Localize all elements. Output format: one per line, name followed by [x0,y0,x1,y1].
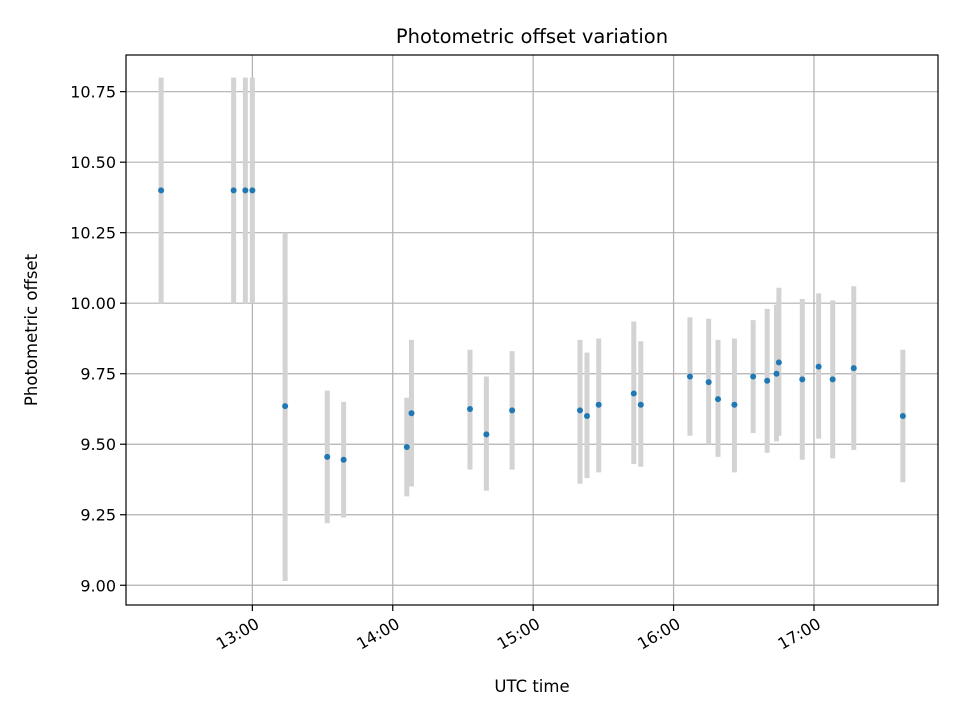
data-point [731,401,738,408]
data-point [829,376,836,383]
y-tick-label: 9.75 [80,365,116,384]
data-point [630,390,637,397]
data-point [324,453,331,460]
plot-frame [125,54,939,606]
data-points [158,187,906,463]
y-axis-ticks: 9.00 9.25 9.50 9.75 10.00 10.25 10.50 10.75 [70,83,126,595]
data-point [773,370,780,377]
data-point [850,365,857,372]
data-point [403,444,410,451]
data-point [230,187,237,194]
data-point [158,187,165,194]
data-point [764,377,771,384]
data-point [750,373,757,380]
y-tick-label: 10.75 [70,83,116,102]
y-tick-label: 10.25 [70,224,116,243]
data-point [637,401,644,408]
y-tick-label: 10.00 [70,294,116,313]
data-point [466,405,473,412]
data-point [775,359,782,366]
data-point [408,410,415,417]
y-tick-label: 9.00 [80,576,116,595]
data-point [576,407,583,414]
y-tick-label: 10.50 [70,153,116,172]
data-point [509,407,516,414]
data-point [705,379,712,386]
x-axis-label: UTC time [494,677,569,696]
chart-title: Photometric offset variation [396,25,668,48]
data-point [340,456,347,463]
data-point [483,431,490,438]
data-point [595,401,602,408]
data-point [583,413,590,420]
data-point [899,413,906,420]
data-point [242,187,249,194]
data-point [249,187,256,194]
data-point [282,403,289,410]
data-point [686,373,693,380]
data-point [799,376,806,383]
y-tick-label: 9.25 [80,506,116,525]
data-point [815,363,822,370]
y-axis-label: Photometric offset [22,253,41,406]
data-point [715,396,722,403]
y-tick-label: 9.50 [80,435,116,454]
